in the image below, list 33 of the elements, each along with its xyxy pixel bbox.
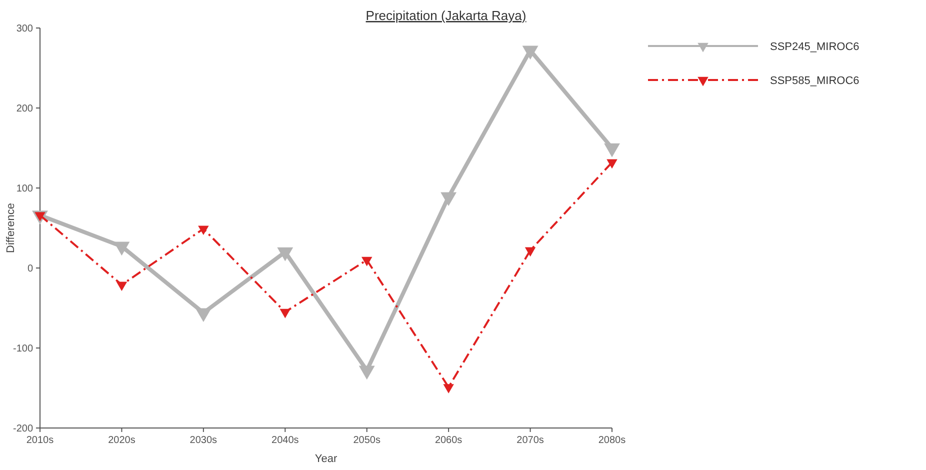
x-tick-label: 2080s xyxy=(598,435,626,446)
point xyxy=(358,366,375,380)
y-tick-label: 300 xyxy=(16,24,34,34)
text: SSP245_MIROC6 xyxy=(770,40,860,53)
y-tick-label: -100 xyxy=(12,344,34,354)
y-tick-label: 0 xyxy=(27,264,34,274)
x-tick-label: 2070s xyxy=(516,435,544,446)
point xyxy=(443,384,454,394)
point xyxy=(198,226,209,236)
point xyxy=(604,143,620,158)
point xyxy=(195,308,212,322)
x-tick-label: 2010s xyxy=(26,435,54,446)
y-axis-title: Difference xyxy=(5,203,17,253)
chart-title: Precipitation (Jakarta Raya) xyxy=(366,8,526,23)
x-tick-label: 2030s xyxy=(190,435,218,446)
point xyxy=(114,242,130,256)
y-tick-label: 200 xyxy=(16,104,34,114)
text: SSP585_MIROC6 xyxy=(770,74,860,87)
point xyxy=(361,256,372,266)
y-tick-label: 100 xyxy=(16,184,34,194)
y-tick-label: -200 xyxy=(12,424,34,434)
point xyxy=(440,192,457,206)
x-tick-label: 2050s xyxy=(353,435,380,446)
x-tick-label: 2040s xyxy=(272,435,299,446)
x-axis-title: Year xyxy=(314,453,338,465)
point xyxy=(522,46,538,60)
point xyxy=(606,159,618,169)
x-tick-label: 2020s xyxy=(108,435,136,446)
point xyxy=(277,247,294,262)
point xyxy=(524,247,536,257)
point xyxy=(280,308,291,318)
point xyxy=(116,282,128,292)
x-tick-label: 2060s xyxy=(434,435,462,446)
